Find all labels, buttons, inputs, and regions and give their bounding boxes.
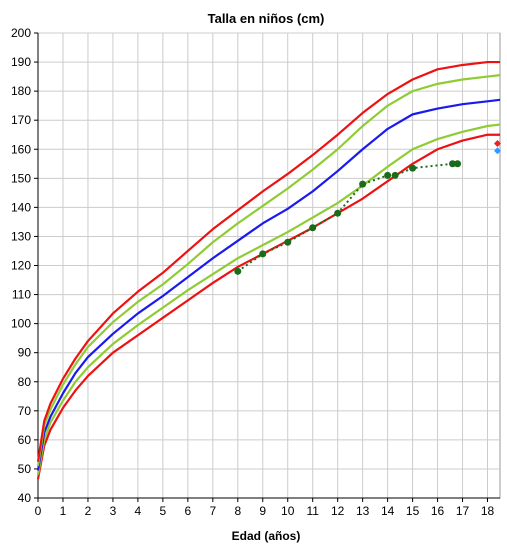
- x-tick-label: 8: [234, 504, 241, 518]
- measurement-point: [449, 160, 457, 168]
- x-tick-label: 18: [481, 504, 495, 518]
- x-tick-label: 14: [381, 504, 395, 518]
- x-tick-label: 9: [259, 504, 266, 518]
- x-tick-label: 16: [431, 504, 445, 518]
- y-tick-label: 70: [18, 404, 32, 418]
- x-tick-label: 5: [160, 504, 167, 518]
- target-height-marker: [494, 139, 502, 147]
- measurement-point: [334, 209, 342, 217]
- y-tick-label: 140: [11, 200, 31, 214]
- y-tick-label: 170: [11, 113, 31, 127]
- x-tick-label: 1: [60, 504, 67, 518]
- x-tick-label: 2: [85, 504, 92, 518]
- x-tick-label: 17: [456, 504, 470, 518]
- x-tick-label: 10: [281, 504, 295, 518]
- chart-title: Talla en niños (cm): [208, 11, 325, 26]
- series-group: [36, 60, 502, 480]
- y-tick-label: 160: [11, 142, 31, 156]
- percentile-line: [36, 60, 500, 462]
- y-tick-label: 50: [18, 462, 32, 476]
- y-tick-label: 110: [12, 288, 31, 302]
- measurement-point: [359, 180, 367, 188]
- measurement-point: [454, 160, 462, 168]
- axes: 0 1 2 3 4 5 6 7 8 9 10 11 12 13 14 15 16 17 18405060708090…: [11, 26, 500, 518]
- x-tick-label: 3: [110, 504, 117, 518]
- measurement-point: [284, 238, 292, 246]
- percentile-line: [36, 133, 500, 480]
- y-tick-label: 60: [18, 433, 32, 447]
- y-tick-label: 100: [11, 317, 31, 331]
- x-tick-label: 0: [35, 504, 42, 518]
- target-height-marker: [494, 147, 502, 155]
- x-tick-label: 4: [135, 504, 142, 518]
- percentile-line: [36, 98, 501, 471]
- x-tick-label: 12: [331, 504, 345, 518]
- x-tick-label: 15: [406, 504, 420, 518]
- measurement-point: [384, 171, 392, 179]
- x-axis-label: Edad (años): [232, 529, 301, 543]
- y-tick-label: 90: [18, 346, 32, 360]
- x-tick-label: 13: [356, 504, 370, 518]
- measurement-point: [409, 164, 417, 172]
- percentile-line: [36, 123, 501, 475]
- x-tick-label: 7: [209, 504, 216, 518]
- measurement-point: [391, 171, 399, 179]
- y-tick-label: 150: [11, 171, 31, 185]
- measurement-point: [309, 224, 317, 232]
- measurement-line: [237, 162, 458, 273]
- y-tick-label: 130: [11, 229, 31, 243]
- x-tick-label: 6: [184, 504, 191, 518]
- percentile-line: [36, 74, 501, 467]
- y-tick-label: 200: [11, 26, 31, 40]
- x-tick-label: 11: [306, 504, 319, 518]
- y-tick-label: 80: [18, 375, 32, 389]
- y-tick-label: 180: [11, 84, 31, 98]
- y-tick-label: 190: [11, 55, 31, 69]
- y-tick-label: 120: [11, 259, 31, 273]
- y-tick-label: 40: [18, 491, 32, 505]
- grid: [37, 32, 501, 499]
- measurement-point: [234, 267, 242, 275]
- measurement-point: [259, 250, 267, 258]
